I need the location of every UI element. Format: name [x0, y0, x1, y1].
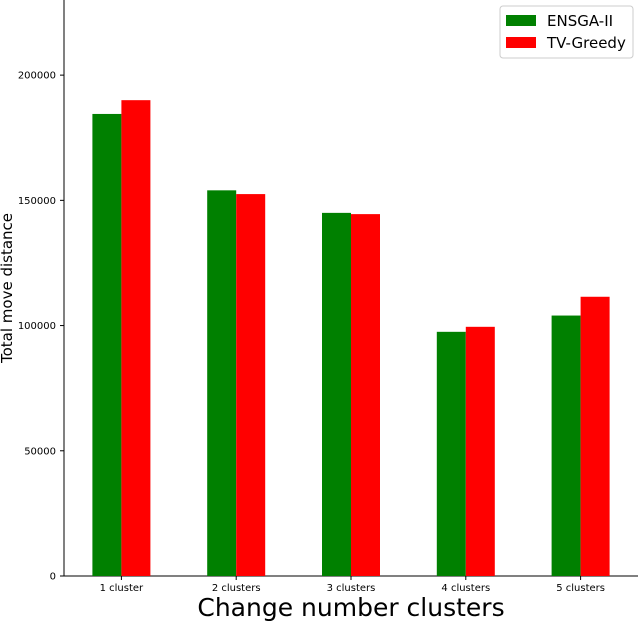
legend-swatch-2	[506, 37, 536, 48]
bar-ensga-4	[436, 331, 466, 576]
y-tick-label: 100000	[18, 321, 56, 332]
bar-ensga-1	[92, 113, 122, 577]
bar-tvgreedy-3	[351, 214, 380, 576]
bar-tvgreedy-1	[121, 100, 151, 576]
x-tick-label: 3 clusters	[327, 583, 376, 594]
x-tick-label: 2 clusters	[212, 583, 261, 594]
legend: ENSGA-II TV-Greedy	[499, 5, 634, 59]
bar-tvgreedy-5	[580, 296, 610, 576]
y-axis-ticks: 0 50000 100000 150000 200000	[18, 71, 64, 583]
legend-swatch-1	[506, 15, 536, 26]
y-tick-label: 200000	[18, 71, 56, 82]
legend-label-2: TV-Greedy	[546, 34, 626, 52]
bar-tvgreedy-2	[236, 194, 266, 576]
x-tick-label: 5 clusters	[556, 583, 605, 594]
bar-ensga-3	[322, 212, 351, 576]
bar-ensga-5	[551, 315, 581, 576]
y-tick-label: 150000	[18, 196, 56, 207]
x-axis-ticks: 1 cluster 2 clusters 3 clusters 4 clusters 5…	[100, 576, 605, 594]
y-tick-label: 50000	[24, 446, 56, 457]
bars-group	[92, 100, 610, 577]
x-axis-label: Change number clusters	[197, 593, 504, 621]
bar-tvgreedy-4	[465, 326, 495, 576]
x-tick-label: 4 clusters	[441, 583, 490, 594]
bar-ensga-2	[207, 190, 237, 576]
legend-label-1: ENSGA-II	[547, 12, 613, 30]
y-tick-label: 0	[50, 572, 56, 583]
x-tick-label: 1 cluster	[100, 583, 144, 594]
y-axis-label: Total move distance	[0, 213, 16, 364]
